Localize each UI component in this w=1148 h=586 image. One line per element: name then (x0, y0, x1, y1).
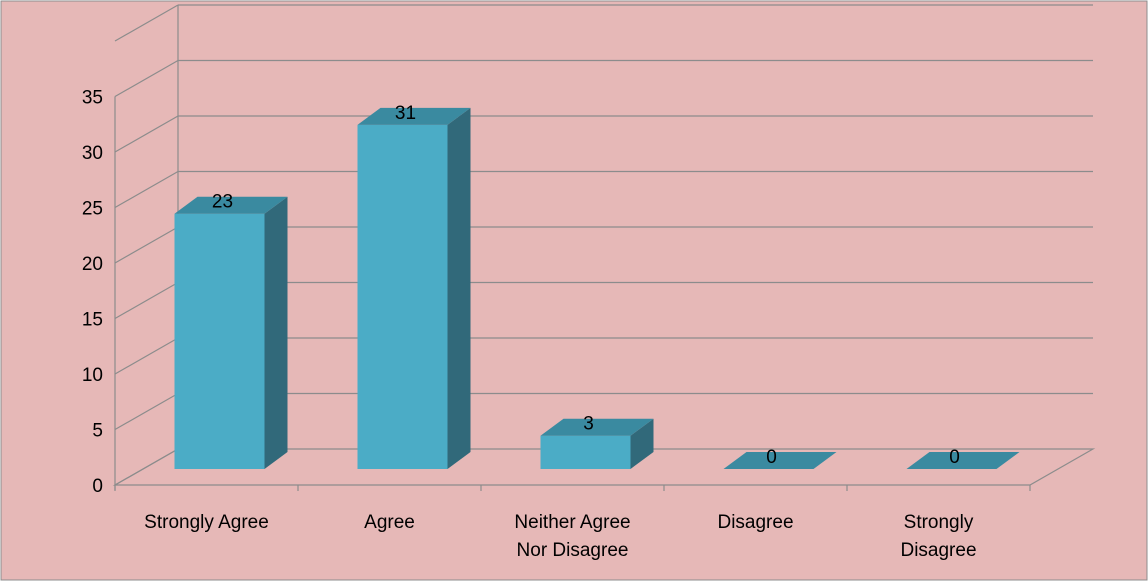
y-tick-label: 25 (82, 199, 103, 220)
y-tick-label: 0 (92, 476, 103, 497)
bar-1 (357, 107, 471, 470)
gridline-side (114, 392, 179, 431)
bars (174, 107, 1020, 470)
bar-front (357, 124, 448, 470)
bar-0 (174, 196, 288, 469)
gridlines (114, 4, 1093, 486)
bar-3 (723, 452, 837, 469)
gridline-side (114, 226, 179, 264)
bar-top (174, 196, 288, 214)
gridline-side (114, 4, 179, 42)
x-tick-label-line: Agree (364, 512, 415, 533)
bar-side (630, 418, 654, 469)
data-label: 3 (583, 414, 594, 435)
gridline-side (114, 59, 179, 98)
y-tick-label: 30 (82, 143, 103, 164)
bar-top (723, 452, 837, 469)
gridline-side (114, 337, 179, 375)
bar-side (264, 196, 288, 469)
y-tick-label: 35 (82, 88, 103, 109)
y-tick-label: 15 (82, 310, 103, 331)
x-tick-label: Neither Agree Nor Disagree (514, 512, 630, 561)
y-tick-label: 10 (82, 365, 103, 386)
x-tick-label-line: Nor Disagree (517, 540, 629, 561)
y-tick-label: 20 (82, 254, 103, 275)
x-tick-label-line: Strongly Agree (144, 512, 269, 533)
x-tick-label-line: Disagree (900, 540, 976, 561)
data-label: 31 (395, 103, 416, 124)
bar-top (540, 418, 654, 436)
x-tick-label: Agree (364, 512, 415, 533)
x-tick-label: Disagree (717, 512, 793, 533)
floor (112, 448, 1096, 486)
data-label: 23 (212, 192, 233, 213)
gridline-side (114, 170, 179, 209)
x-tick-label: Strongly Disagree (900, 512, 976, 561)
bar-top (906, 452, 1020, 469)
y-tick-labels: 0 5 10 15 20 25 30 35 (82, 88, 103, 498)
x-tick-labels: Strongly Agree Agree Neither Agree Nor Disa… (144, 512, 976, 561)
data-labels: 23 31 3 0 0 (212, 103, 960, 468)
bar-4 (906, 452, 1020, 469)
bar-front (174, 213, 265, 469)
data-label: 0 (766, 447, 777, 468)
x-tick-label: Strongly Agree (144, 512, 269, 533)
bar-front (540, 435, 631, 469)
x-tick-label-line: Neither Agree (514, 512, 630, 533)
x-tick-label-line: Strongly (904, 512, 974, 533)
gridline-side (114, 115, 179, 153)
bar-2 (540, 418, 654, 469)
gridline-side (114, 281, 179, 320)
y-tick-label: 5 (92, 421, 103, 442)
bar-top (357, 107, 471, 125)
bar-side (447, 107, 471, 470)
data-label: 0 (949, 447, 960, 468)
x-tick-label-line: Disagree (717, 512, 793, 533)
